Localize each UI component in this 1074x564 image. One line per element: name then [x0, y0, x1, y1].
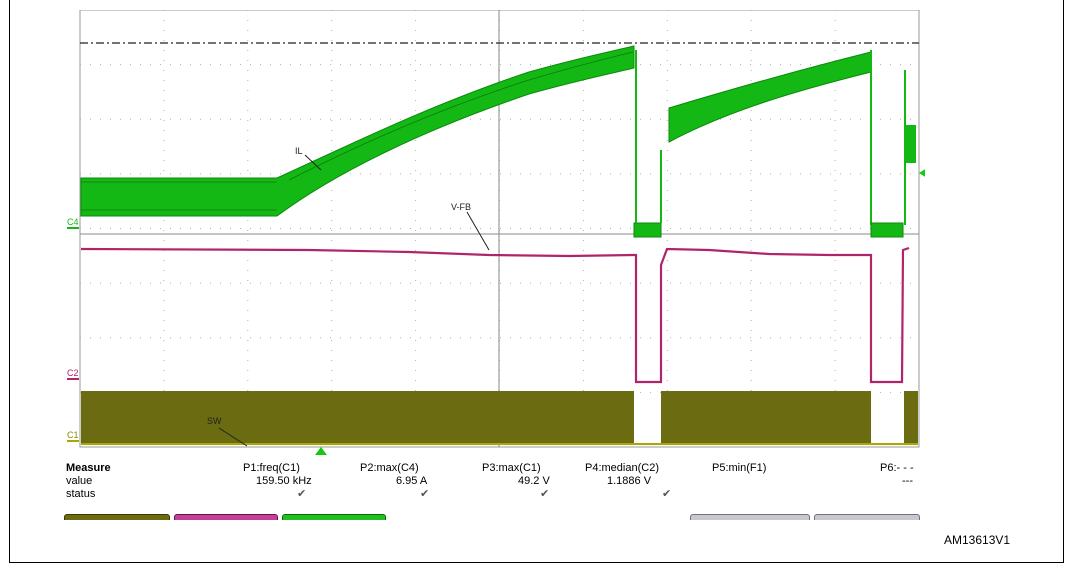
- param-name-p2[interactable]: P2:max(C4): [360, 462, 419, 474]
- row-label-status: status: [66, 488, 96, 500]
- measure-header-row: Measure P1:freq(C1) P2:max(C4) P3:max(C1…: [66, 462, 926, 475]
- status-check-icon-p2: ✔: [420, 488, 430, 500]
- param-name-p4[interactable]: P4:median(C2): [585, 462, 659, 474]
- figure-id: AM13613V1: [944, 533, 1011, 547]
- measure-header: Measure: [66, 462, 111, 474]
- trace-c4-noise: [81, 51, 634, 211]
- row-label-value: value: [66, 475, 93, 487]
- label-il: IL: [295, 146, 303, 156]
- channel-marker-c1: C1: [67, 430, 79, 440]
- param-value-p2: 6.95 A: [396, 475, 428, 487]
- scope-screen: IL V-FB SW C4 C2 C1: [67, 10, 925, 455]
- trace-c1-switch-band-3: [904, 391, 918, 444]
- channel-tab-f1[interactable]: [690, 514, 810, 520]
- measure-panel: Measure P1:freq(C1) P2:max(C4) P3:max(C1…: [66, 462, 926, 512]
- status-check-icon-p1: ✔: [297, 488, 307, 500]
- trace-c4-third-ramp: [906, 125, 916, 163]
- label-vfb: V-FB: [451, 202, 471, 212]
- trace-c4-inductor-current: [80, 45, 635, 217]
- param-value-p1: 159.50 kHz: [256, 475, 312, 487]
- trigger-position-icon: [315, 447, 327, 455]
- trace-c4-offtime-2: [870, 222, 904, 238]
- param-value-p6: ---: [902, 475, 913, 487]
- param-name-p6[interactable]: P6:- - -: [880, 462, 914, 474]
- trigger-level-icon: [919, 169, 925, 177]
- channel-tab-c1[interactable]: [64, 514, 170, 520]
- trace-c4-offtime-1: [633, 222, 662, 238]
- param-name-p5[interactable]: P5:min(F1): [712, 462, 767, 474]
- status-check-icon-p3: ✔: [540, 488, 550, 500]
- label-leader-sw: [218, 427, 248, 447]
- channel-tab-f2[interactable]: [814, 514, 920, 520]
- param-value-p4: 1.1886 V: [607, 475, 652, 487]
- trace-c1-switch-band-2: [661, 391, 871, 444]
- channel-marker-c4: C4: [67, 217, 79, 227]
- status-check-icon-p4: ✔: [662, 488, 672, 500]
- channel-tab-c2[interactable]: [174, 514, 278, 520]
- figure-frame: [9, 0, 1064, 563]
- channel-marker-c2: C2: [67, 368, 79, 378]
- channel-tab-c4[interactable]: [282, 514, 386, 520]
- measure-value-row: value 159.50 kHz 6.95 A 49.2 V 1.1886 V …: [66, 475, 926, 488]
- trace-c2-feedback-voltage: [80, 246, 910, 384]
- measure-status-row: status ✔ ✔ ✔ ✔: [66, 488, 926, 501]
- param-value-p3: 49.2 V: [518, 475, 550, 487]
- param-name-p3[interactable]: P3:max(C1): [482, 462, 541, 474]
- param-name-p1[interactable]: P1:freq(C1): [243, 462, 300, 474]
- trace-c1-switch-band-1: [81, 391, 634, 444]
- channel-tab-strip: [64, 514, 920, 520]
- label-sw: SW: [207, 416, 222, 426]
- label-leader-il: [304, 154, 322, 171]
- oscilloscope-display: IL V-FB SW C4 C2 C1: [9, 10, 925, 455]
- label-leader-vfb: [466, 211, 490, 251]
